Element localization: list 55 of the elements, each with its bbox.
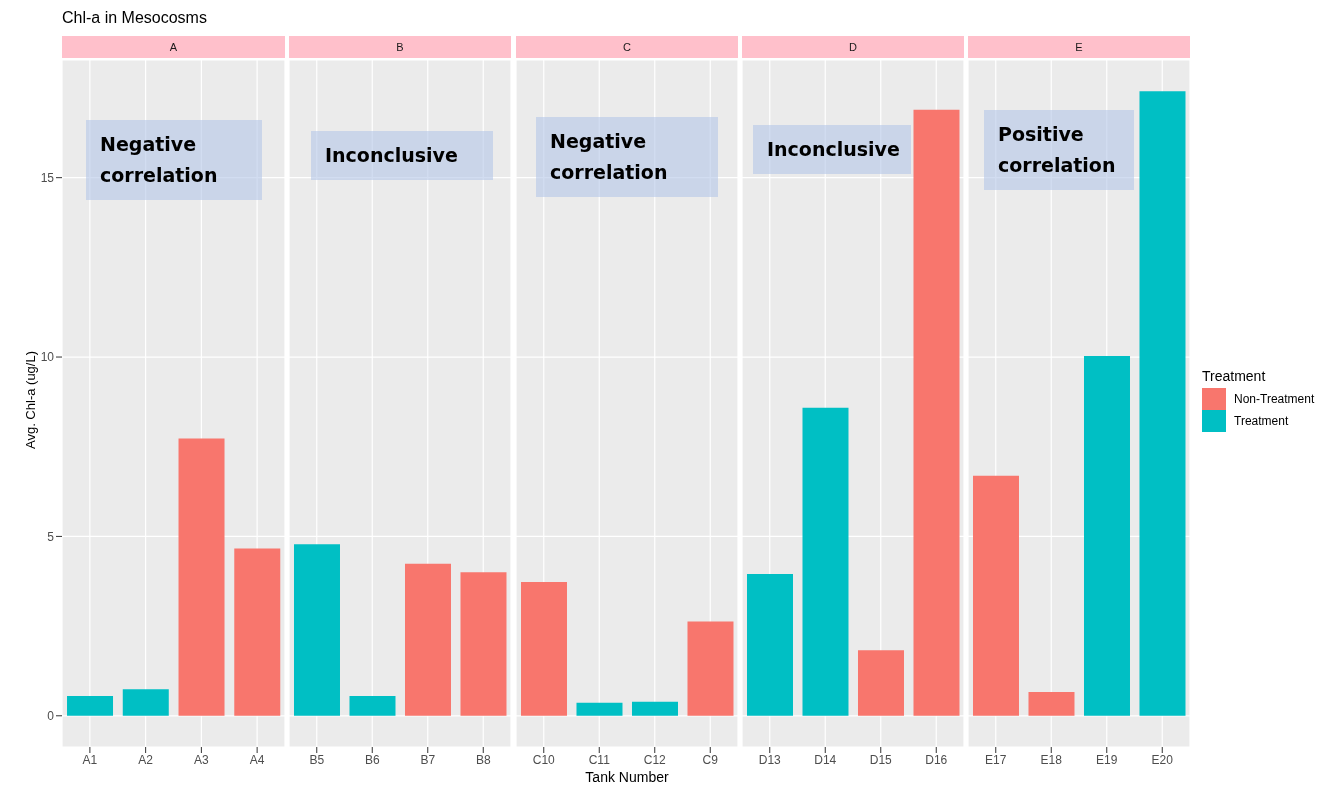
x-tick-label: B8 [475, 752, 491, 767]
legend-label: Treatment [1234, 414, 1289, 428]
x-tick-label: E19 [1096, 752, 1118, 767]
chart-title: Chl-a in Mesocosms [62, 9, 207, 27]
bar [973, 475, 1019, 716]
bar [858, 650, 904, 716]
bar [349, 696, 396, 716]
bar [67, 696, 114, 716]
chart-subtitle: C [516, 36, 738, 58]
x-tick-label: C12 [643, 752, 667, 767]
y-tick-label: 15 [40, 170, 55, 185]
x-tick-label: A4 [249, 752, 265, 767]
x-tick-label: C10 [532, 752, 556, 767]
bar [1083, 355, 1130, 716]
bar [234, 548, 281, 716]
y-tick-label: 0 [47, 709, 55, 724]
y-tick-label: 5 [47, 529, 55, 544]
x-tick-label: C9 [702, 752, 719, 767]
x-tick-label: D13 [758, 752, 782, 767]
x-tick-label: E17 [985, 752, 1007, 767]
bar [122, 689, 169, 716]
x-tick-label: D14 [814, 752, 837, 767]
chart-subtitle: D [742, 36, 964, 58]
bar [576, 702, 623, 716]
x-tick-label: B5 [309, 752, 325, 767]
x-tick-label: A2 [138, 752, 154, 767]
bar [460, 572, 507, 716]
x-axis-title: Tank Number [584, 769, 670, 785]
x-tick-label: D15 [869, 752, 893, 767]
chart-subtitle: B [289, 36, 511, 58]
x-tick-label: A1 [82, 752, 98, 767]
x-tick-label: B7 [420, 752, 436, 767]
chart-subtitle: E [968, 36, 1190, 58]
legend-label: Non-Treatment [1234, 392, 1315, 406]
x-tick-label: A3 [194, 752, 210, 767]
bar [913, 109, 960, 716]
legend-title: Treatment [1202, 368, 1267, 384]
x-tick-label: E20 [1151, 752, 1174, 767]
x-tick-label: C11 [588, 752, 611, 767]
chart-subtitle: A [62, 36, 285, 58]
bar [1139, 91, 1186, 716]
x-tick-label: B6 [364, 752, 380, 767]
y-axis-title: Avg. Chl-a (ug/L) [22, 350, 38, 450]
bar [294, 544, 340, 716]
bar [747, 574, 793, 716]
bar [405, 563, 451, 716]
bar [687, 621, 734, 716]
bar [632, 701, 678, 716]
bar [178, 438, 225, 716]
x-tick-label: D16 [925, 752, 948, 767]
bar [1028, 692, 1075, 716]
x-tick-label: E18 [1040, 752, 1063, 767]
y-tick-label: 10 [40, 350, 55, 365]
bar [521, 581, 567, 716]
bar [802, 407, 849, 716]
